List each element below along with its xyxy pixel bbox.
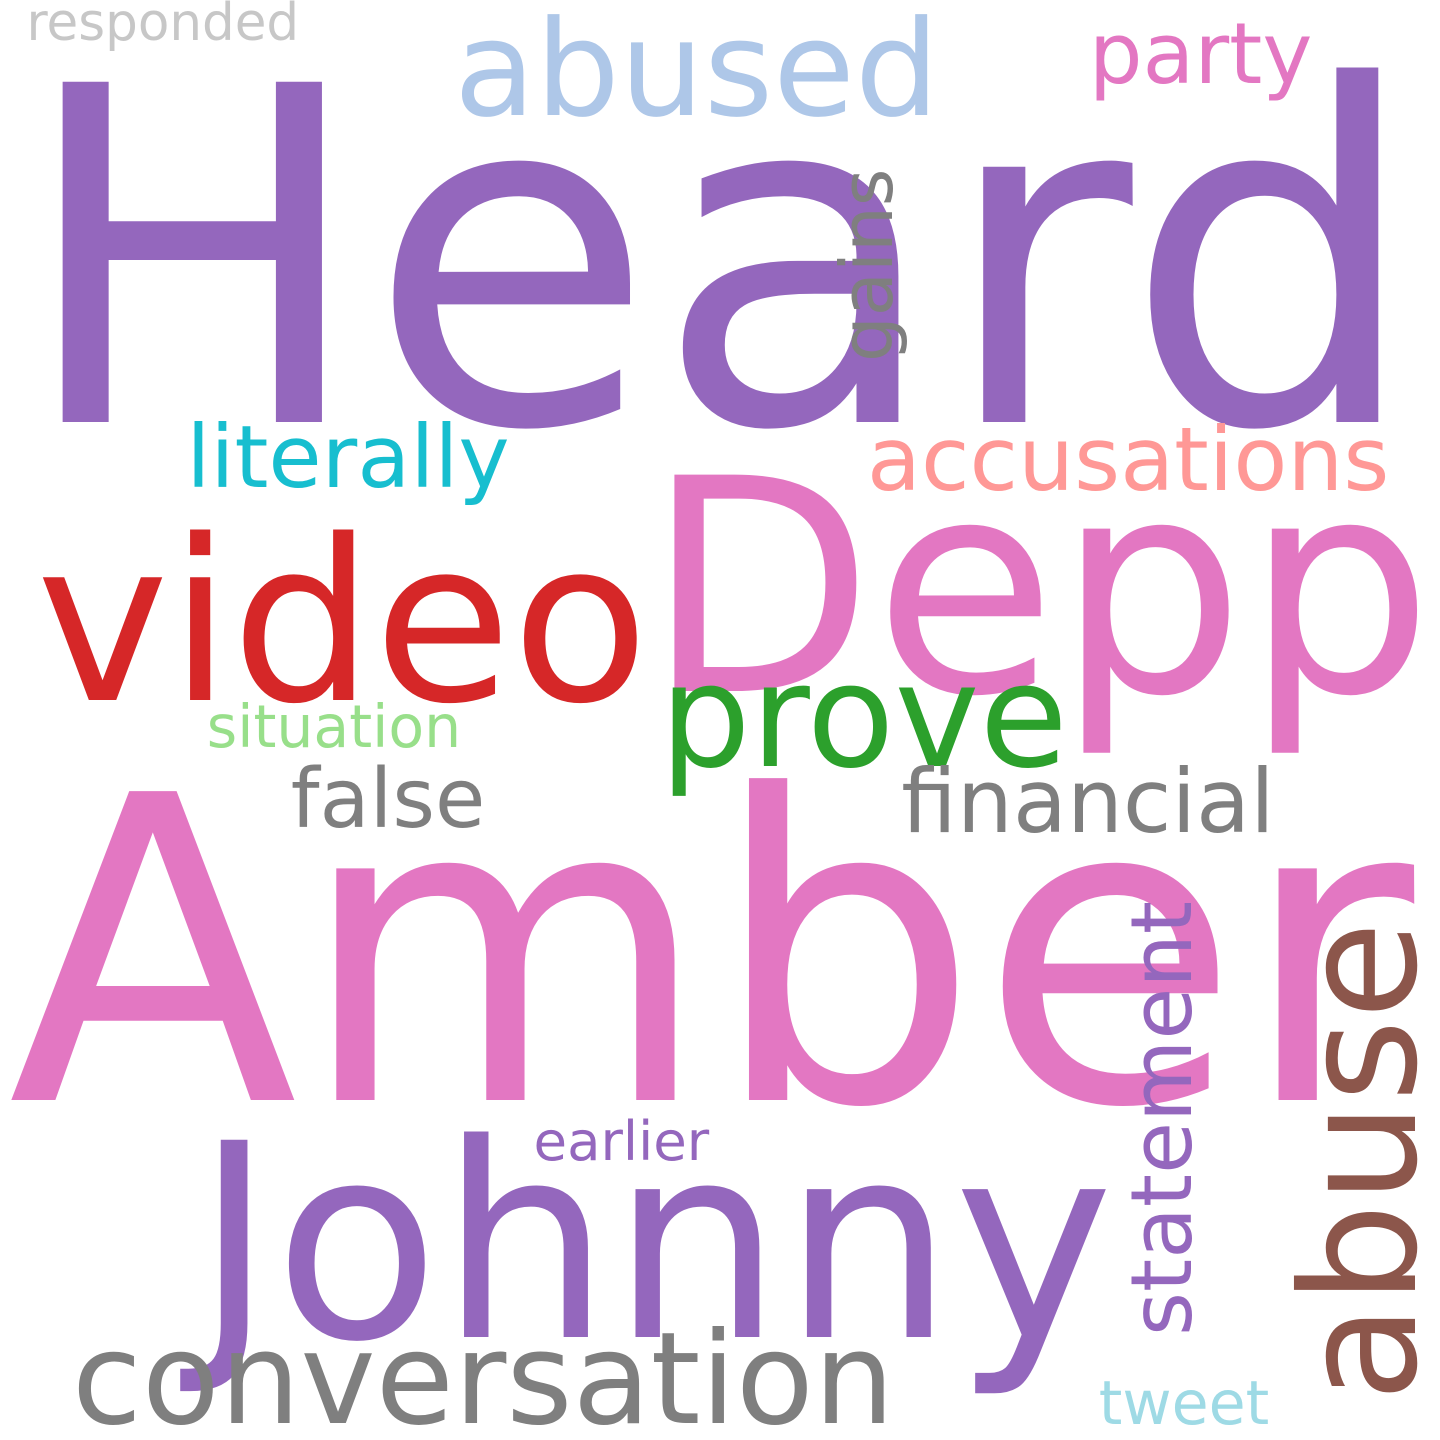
word-accusations: accusations	[866, 408, 1390, 512]
word-tweet: tweet	[1098, 1369, 1270, 1440]
word-johnny: Johnny	[194, 1086, 1114, 1402]
word-abused: abused	[454, 0, 940, 148]
word-abuse: abuse	[1267, 920, 1440, 1402]
word-false: false	[290, 751, 486, 847]
word-earlier: earlier	[533, 1108, 710, 1173]
word-heard: Heard	[16, 0, 1421, 534]
word-situation: situation	[206, 692, 462, 761]
word-depp: Depp	[645, 415, 1434, 762]
word-gains: gains	[826, 168, 911, 363]
word-amber: Amber	[8, 706, 1415, 1200]
word-responded: responded	[26, 0, 300, 53]
word-video: video	[36, 492, 649, 754]
word-conversation: conversation	[71, 1305, 895, 1440]
word-financial: financial	[901, 750, 1275, 854]
word-prove: prove	[659, 632, 1068, 800]
word-statement: statement	[1112, 901, 1211, 1337]
word-party: party	[1088, 3, 1313, 103]
word-literally: literally	[186, 407, 510, 508]
